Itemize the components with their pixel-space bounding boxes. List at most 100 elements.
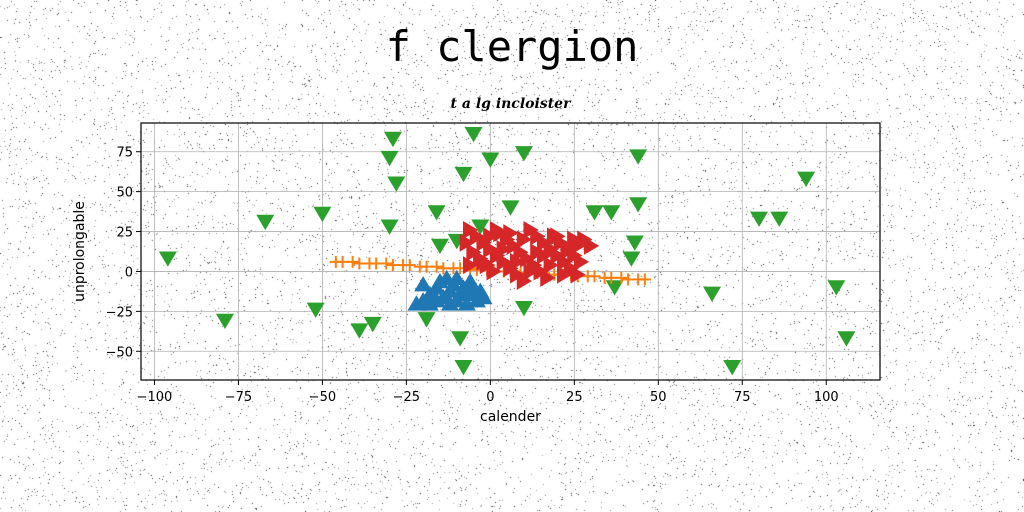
y-tick-label: 50 [116,186,133,201]
plot-frame [140,122,881,381]
plus-point [622,273,635,286]
triangle-up-point [441,295,460,311]
triangle-up-point [461,272,480,289]
y-tick-label: −50 [106,345,133,360]
triangle-down-point [723,360,742,376]
triangle-down-point [380,219,399,235]
triangle-right-point [583,236,600,255]
triangle-right-point [483,227,499,246]
triangle-down-point [363,316,382,333]
x-tick-label: −75 [225,390,252,405]
triangle-right-point [573,252,590,271]
triangle-down-point [827,280,846,296]
triangle-down-point [454,360,473,376]
plus-point [353,257,366,270]
axis-ticks: −100 −75 −50 −25 0 25 50 75 100 −50 −25 0 25 50 75 [106,146,839,405]
x-tick-label: 75 [734,390,751,405]
triangle-down-point [605,280,624,296]
triangle-down-point [380,150,399,167]
triangle-down-point [625,235,644,251]
plus-point [420,260,433,273]
triangle-right-point [503,224,519,243]
x-tick-label: 0 [486,390,494,405]
triangle-right-point [543,256,559,275]
triangle-down-point [387,176,406,192]
triangle-up-point [451,285,470,302]
plus-point [615,271,628,284]
figure-title: f clergion [385,22,639,71]
triangle-down-point [417,312,436,328]
triangle-down-point [313,206,332,223]
plus-point [370,257,383,270]
triangle-down-point [383,131,402,148]
triangle-down-point [306,302,325,318]
plus-point [638,273,651,286]
triangle-down-point [750,211,769,227]
triangle-right-point [459,233,475,252]
x-tick-label: −100 [137,390,173,405]
triangle-down-point [585,205,604,221]
triangle-down-point [350,323,369,339]
plus-point [588,270,601,283]
triangle-down-point [451,331,470,347]
x-tick-label: −50 [309,390,336,405]
triangle-right-point [523,262,539,281]
chart-title: t a lg incloister [451,96,573,112]
triangle-right-point [516,230,533,249]
triangle-down-point [158,251,177,267]
x-axis-label: calender [480,409,541,425]
x-tick-label: −25 [393,390,420,405]
y-tick-label: −25 [106,305,133,320]
triangle-right-point [476,252,492,271]
triangle-down-point [629,197,648,213]
triangle-right-point [516,272,533,291]
triangle-down-point [837,331,856,347]
triangle-down-point [427,205,446,221]
y-axis-label: unprolongable [72,201,88,302]
triangle-right-point [550,227,566,246]
triangle-right-point [510,252,526,271]
plus-point [437,262,450,275]
plus-point [605,271,618,284]
triangle-right-point [462,256,479,275]
triangle-up-point [414,276,433,292]
triangle-up-point [427,292,446,308]
x-tick-label: 50 [650,390,667,405]
triangle-right-point [496,240,512,259]
triangle-down-point [471,219,490,235]
triangle-down-point [256,214,275,231]
triangle-down-point [797,171,816,187]
triangle-down-point [514,300,533,317]
triangle-down-point [430,238,449,255]
triangle-up-point [471,282,490,298]
triangle-up-point [437,269,456,286]
triangle-right-point [557,265,573,284]
triangle-right-point [536,246,553,265]
plus-point [403,259,416,272]
x-tick-label: 100 [814,390,839,405]
triangle-down-point [622,251,641,267]
triangle-right-point [570,236,586,255]
y-tick-label: 0 [125,265,133,280]
triangle-down-point [703,286,722,302]
plus-point [336,255,349,268]
triangle-down-point [770,211,789,227]
triangle-down-point [481,152,500,168]
triangle-down-point [514,146,533,162]
triangle-down-point [454,166,473,183]
x-tick-label: 25 [566,390,583,405]
plus-point [386,259,399,272]
triangle-down-point [464,126,483,143]
data-points [158,126,856,376]
triangle-down-point [501,200,520,216]
y-tick-label: 25 [116,226,133,241]
plus-point [380,257,393,270]
triangle-down-point [602,205,621,221]
triangle-down-point [629,149,648,165]
triangle-down-point [215,313,234,330]
plus-point [430,260,443,273]
plus-point [346,255,359,268]
triangle-right-point [486,262,502,281]
triangle-up-point [457,295,476,311]
